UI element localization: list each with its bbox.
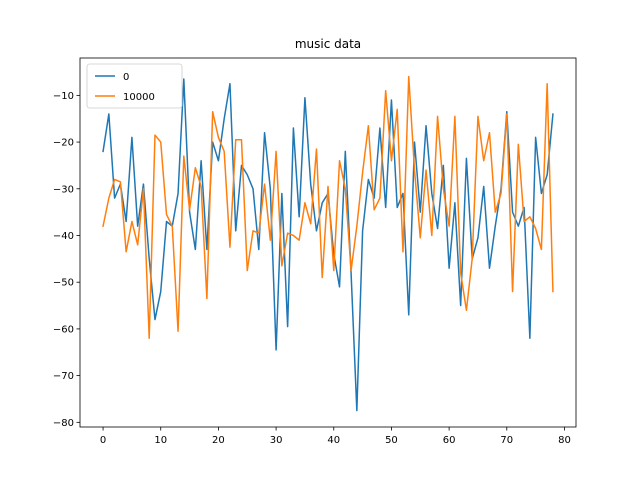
y-tick-label: −10 [53,91,74,102]
legend-label-10000: 10000 [123,92,155,103]
plot-area [102,75,554,412]
series-line-10000 [102,75,554,339]
x-tick-label: 40 [327,435,340,446]
series-line-0 [102,78,554,412]
y-tick-label: −60 [53,324,74,335]
x-tick-label: 70 [500,435,513,446]
x-tick-label: 30 [270,435,283,446]
x-tick-label: 20 [212,435,225,446]
legend: 0 10000 [86,63,183,109]
x-tick-label: 0 [100,435,106,446]
y-tick-label: −40 [53,231,74,242]
y-tick-label: −20 [53,138,74,149]
x-tick-label: 10 [154,435,167,446]
plot-frame [79,57,577,428]
axes: 0 10 20 30 40 50 60 70 80 −80 −70 −60 −50 −40 −30 −20 −1… [53,57,577,446]
y-tick-label: −30 [53,184,74,195]
x-tick-label: 60 [443,435,456,446]
legend-label-0: 0 [123,72,129,83]
y-tick-label: −50 [53,278,74,289]
y-tick-label: −70 [53,371,74,382]
chart-title: music data [295,37,361,51]
x-tick-label: 50 [385,435,398,446]
legend-box [86,63,183,109]
y-tick-label: −80 [53,418,74,429]
x-tick-label: 80 [558,435,571,446]
